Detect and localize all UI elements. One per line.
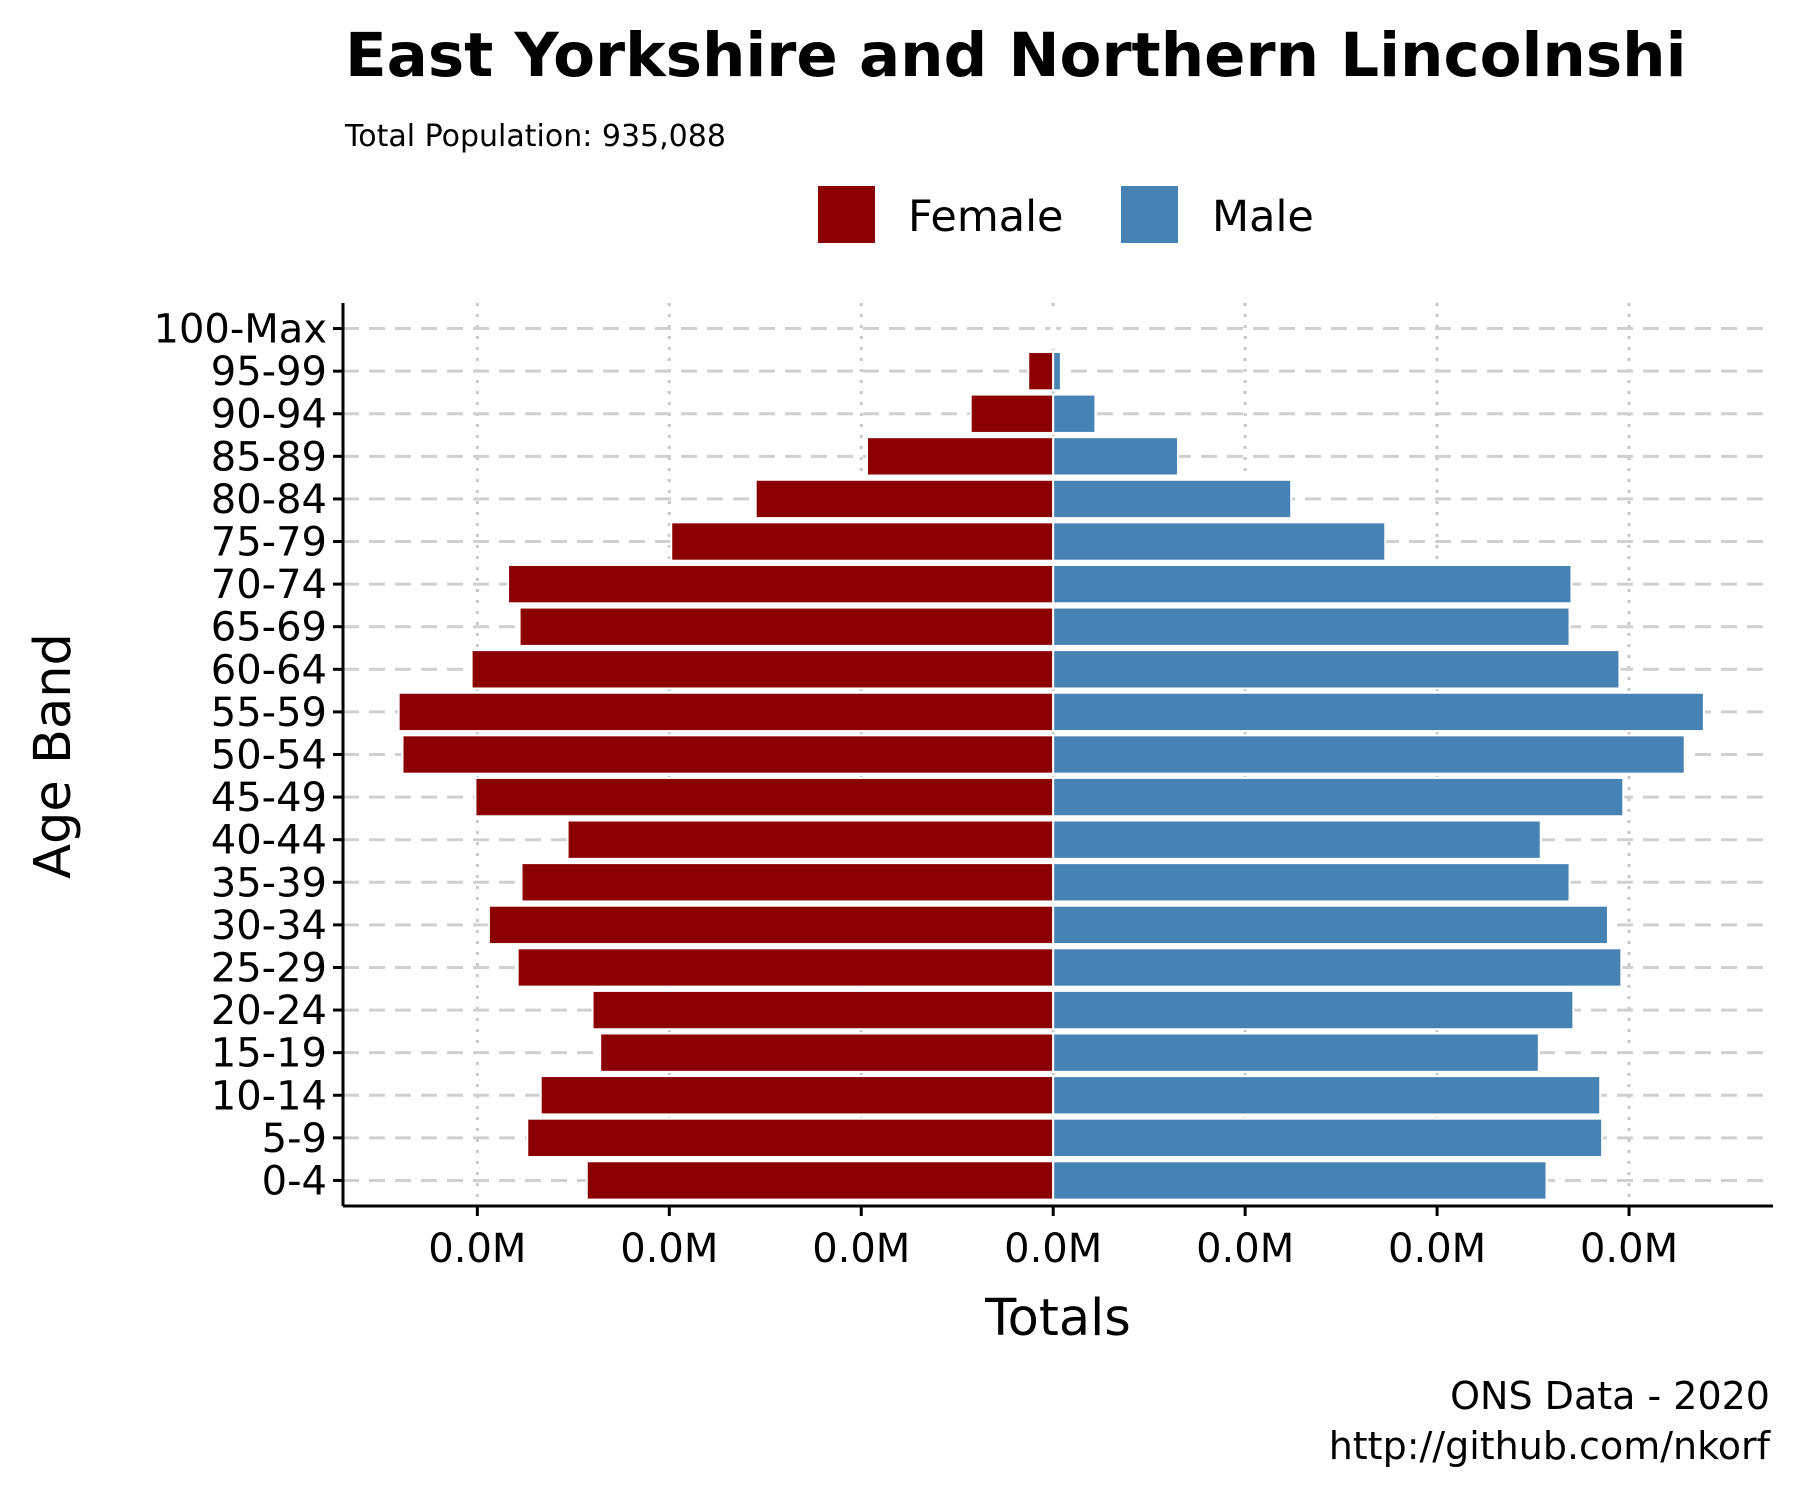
bar-female-40-44 xyxy=(566,819,1055,860)
bar-male-50-54 xyxy=(1052,734,1686,775)
y-tick-label-30-34: 30-34 xyxy=(211,903,327,949)
y-tick-label-100-Max: 100-Max xyxy=(154,307,327,353)
bar-female-25-29 xyxy=(516,947,1055,988)
bar-female-65-69 xyxy=(518,606,1055,647)
caption-url: http://github.com/nkorf xyxy=(1329,1424,1772,1468)
y-tick-labels: 0-45-910-1415-1920-2425-2930-3435-3940-4… xyxy=(154,307,343,1204)
x-tick-label-3: 0.0M xyxy=(1004,1226,1102,1272)
bar-male-85-89 xyxy=(1052,436,1179,477)
y-tick-label-10-14: 10-14 xyxy=(211,1073,327,1119)
x-tick-label-6: 0.0M xyxy=(1580,1226,1678,1272)
x-tick-label-4: 0.0M xyxy=(1196,1226,1294,1272)
bar-female-95-99 xyxy=(1027,350,1055,392)
y-tick-label-50-54: 50-54 xyxy=(211,733,327,779)
bar-female-80-84 xyxy=(754,478,1055,520)
chart-subtitle: Total Population: 935,088 xyxy=(344,119,726,154)
bar-female-5-9 xyxy=(526,1117,1055,1159)
bar-male-90-94 xyxy=(1052,393,1097,434)
x-tick-labels: 0.0M 0.0M 0.0M 0.0M 0.0M 0.0M 0.0M xyxy=(428,1206,1678,1272)
legend: Female Male xyxy=(818,186,1314,243)
bar-female-50-54 xyxy=(401,734,1055,775)
bar-female-35-39 xyxy=(520,862,1055,903)
bar-male-65-69 xyxy=(1052,606,1571,647)
bar-female-70-74 xyxy=(507,563,1055,605)
bar-male-35-39 xyxy=(1052,862,1571,903)
bar-female-0-4 xyxy=(585,1160,1055,1201)
y-tick-label-75-79: 75-79 xyxy=(211,520,327,566)
chart-title: East Yorkshire and Northern Lincolnshi xyxy=(345,20,1687,91)
bar-female-10-14 xyxy=(539,1075,1055,1116)
y-tick-label-35-39: 35-39 xyxy=(211,860,327,906)
bar-male-0-4 xyxy=(1052,1160,1548,1201)
bar-male-40-44 xyxy=(1052,819,1542,860)
bar-male-10-14 xyxy=(1052,1075,1602,1116)
bars xyxy=(397,308,1705,1201)
x-tick-label-1: 0.0M xyxy=(620,1226,718,1272)
legend-label-male: Male xyxy=(1212,192,1314,242)
y-axis-title: Age Band xyxy=(24,633,83,879)
x-tick-label-5: 0.0M xyxy=(1388,1226,1486,1272)
bar-female-30-34 xyxy=(487,904,1055,946)
y-tick-label-45-49: 45-49 xyxy=(211,775,327,821)
bar-female-45-49 xyxy=(474,776,1055,818)
bar-female-20-24 xyxy=(591,989,1055,1031)
bar-female-85-89 xyxy=(866,436,1055,477)
bar-female-90-94 xyxy=(969,393,1055,434)
bar-male-55-59 xyxy=(1052,691,1705,733)
y-tick-label-40-44: 40-44 xyxy=(211,818,327,864)
bar-male-15-19 xyxy=(1052,1032,1540,1073)
bar-female-75-79 xyxy=(670,521,1055,562)
caption-source: ONS Data - 2020 xyxy=(1450,1374,1770,1418)
x-axis-title: Totals xyxy=(984,1289,1131,1348)
y-tick-label-20-24: 20-24 xyxy=(211,988,327,1034)
y-tick-label-90-94: 90-94 xyxy=(211,392,327,438)
y-tick-label-5-9: 5-9 xyxy=(262,1116,327,1162)
bar-female-55-59 xyxy=(397,691,1055,733)
y-tick-label-60-64: 60-64 xyxy=(211,647,327,693)
y-tick-label-80-84: 80-84 xyxy=(211,477,327,523)
bar-male-95-99 xyxy=(1052,350,1062,392)
bar-male-80-84 xyxy=(1052,478,1293,520)
y-tick-label-65-69: 65-69 xyxy=(211,605,327,651)
bar-female-15-19 xyxy=(599,1032,1055,1073)
y-tick-label-15-19: 15-19 xyxy=(211,1031,327,1077)
bar-female-60-64 xyxy=(470,649,1055,690)
y-tick-label-85-89: 85-89 xyxy=(211,434,327,480)
x-tick-label-2: 0.0M xyxy=(812,1226,910,1272)
legend-label-female: Female xyxy=(908,192,1063,242)
bar-male-70-74 xyxy=(1052,563,1573,605)
bar-male-100-Max xyxy=(1052,308,1057,349)
y-tick-label-55-59: 55-59 xyxy=(211,690,327,736)
bar-male-25-29 xyxy=(1052,947,1623,988)
legend-swatch-male xyxy=(1121,186,1178,243)
x-tick-label-0: 0.0M xyxy=(428,1226,526,1272)
legend-swatch-female xyxy=(818,186,875,243)
y-tick-label-70-74: 70-74 xyxy=(211,562,327,608)
bar-male-5-9 xyxy=(1052,1117,1604,1159)
y-tick-label-0-4: 0-4 xyxy=(262,1158,327,1204)
bar-male-60-64 xyxy=(1052,649,1621,690)
y-tick-label-95-99: 95-99 xyxy=(211,349,327,395)
bar-male-45-49 xyxy=(1052,776,1625,818)
bar-male-30-34 xyxy=(1052,904,1609,946)
bar-male-75-79 xyxy=(1052,521,1387,562)
y-tick-label-25-29: 25-29 xyxy=(211,945,327,991)
bar-male-20-24 xyxy=(1052,989,1575,1031)
